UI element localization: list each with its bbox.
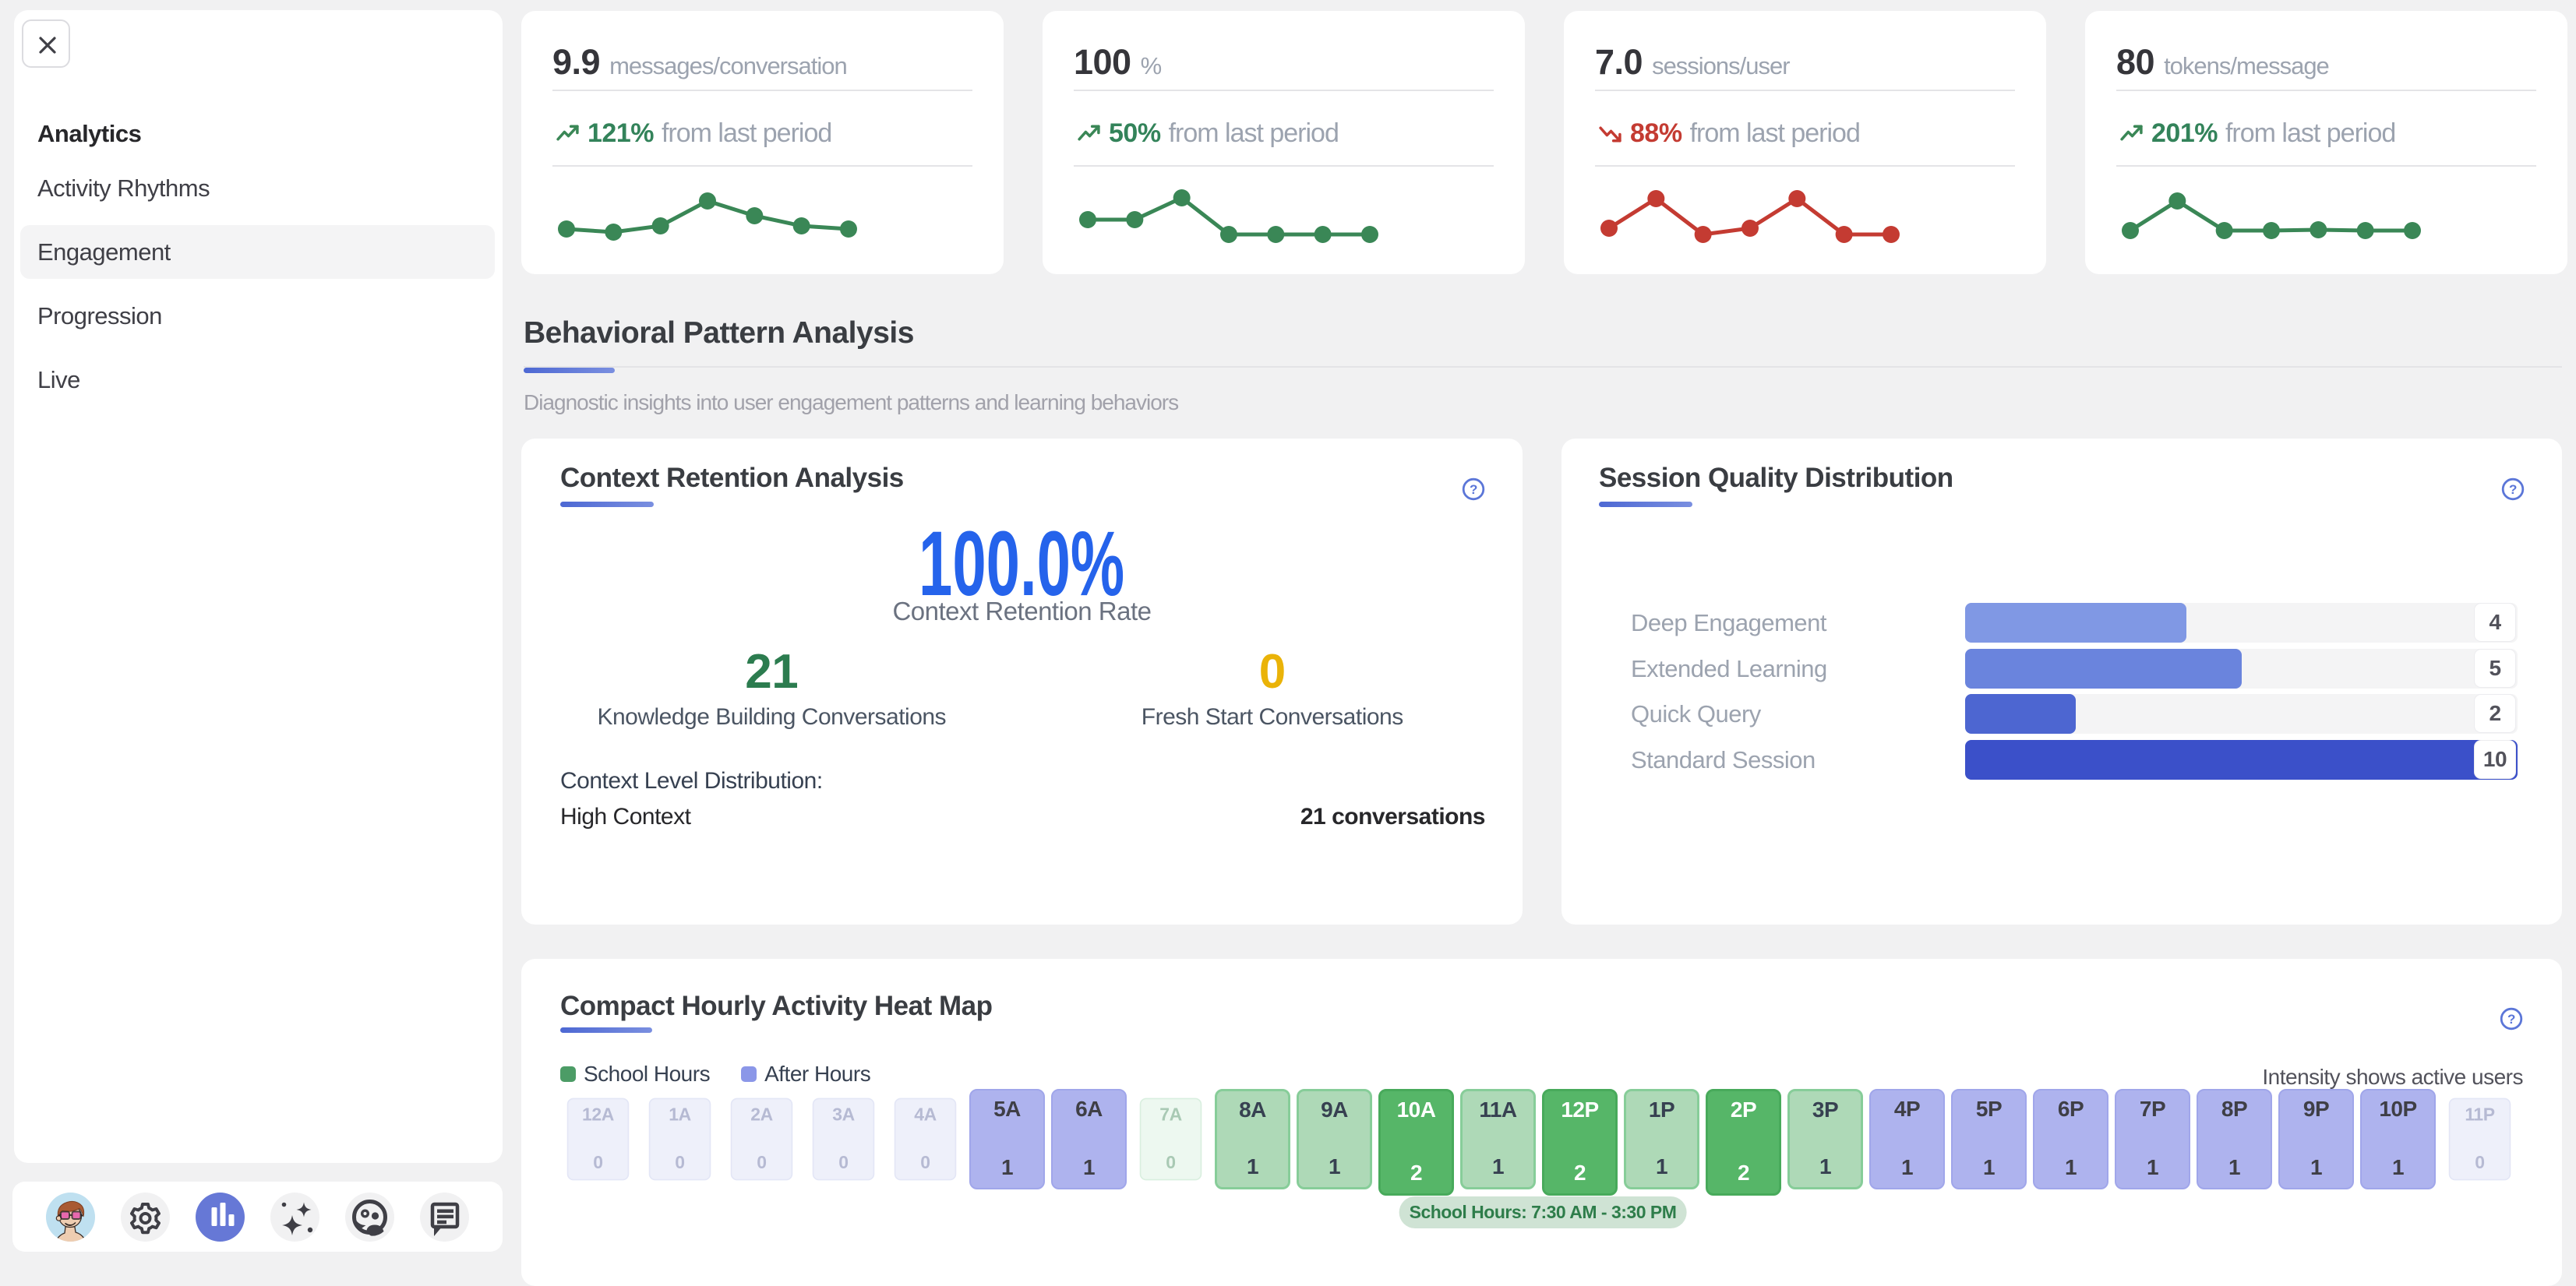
- svg-text:?: ?: [1470, 482, 1477, 497]
- svg-text:?: ?: [2507, 1012, 2515, 1027]
- svg-text:?: ?: [2509, 482, 2517, 497]
